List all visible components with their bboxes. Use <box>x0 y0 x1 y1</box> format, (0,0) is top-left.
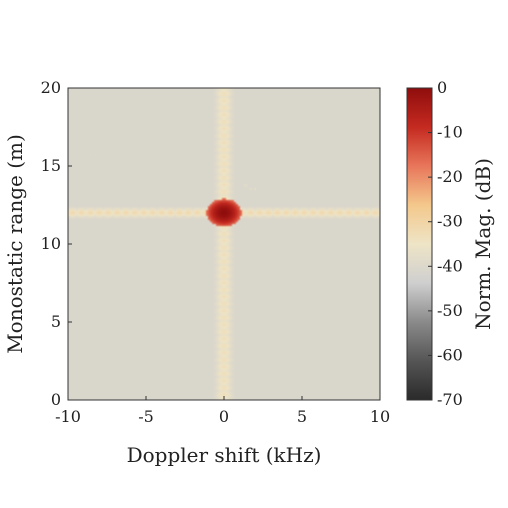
colorbar-tick-label: 0 <box>437 78 447 97</box>
x-tick-label: 0 <box>219 407 229 426</box>
colorbar-label: Norm. Mag. (dB) <box>471 158 495 330</box>
colorbar-tick-label: -30 <box>437 212 463 231</box>
y-tick-label: 5 <box>51 312 61 331</box>
x-tick-label: 10 <box>370 407 390 426</box>
x-axis-label: Doppler shift (kHz) <box>127 443 322 467</box>
colorbar-ticks: 0 -10 -20 -30 -40 -50 -60 -70 <box>428 78 463 409</box>
colorbar-tick-label: -20 <box>437 167 463 186</box>
colorbar-tick-label: -40 <box>437 256 463 275</box>
colorbar-tick-label: -70 <box>437 390 463 409</box>
x-tick-label: -10 <box>55 407 81 426</box>
x-tick-label: -5 <box>138 407 154 426</box>
colorbar-tick-label: -50 <box>437 301 463 320</box>
y-tick-label: 20 <box>41 78 61 97</box>
x-tick-label: 5 <box>297 407 307 426</box>
heatmap-raster <box>68 88 380 400</box>
y-tick-label: 15 <box>41 156 61 175</box>
heatmap-image <box>68 88 380 400</box>
colorbar-tick-label: -60 <box>437 345 463 364</box>
y-tick-label: 10 <box>41 234 61 253</box>
y-axis-ticks: 0 5 10 15 20 <box>41 78 72 409</box>
colorbar <box>406 87 433 401</box>
y-axis-label: Monostatic range (m) <box>3 134 27 354</box>
x-axis-ticks: -10 -5 0 5 10 <box>55 396 390 426</box>
y-tick-label: 0 <box>51 390 61 409</box>
colorbar-tick-label: -10 <box>437 123 463 142</box>
